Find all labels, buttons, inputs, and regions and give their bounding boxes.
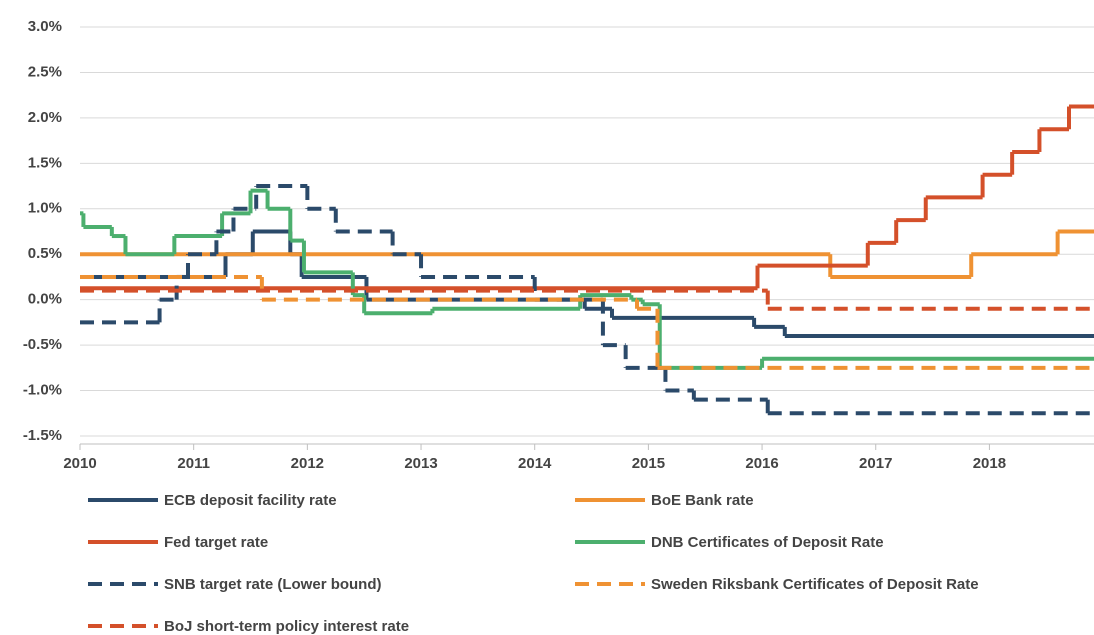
- legend-label: BoJ short-term policy interest rate: [164, 618, 409, 635]
- y-tick-label: 3.0%: [28, 18, 62, 35]
- y-tick-label: -0.5%: [23, 336, 62, 353]
- legend-label: BoE Bank rate: [651, 492, 754, 509]
- y-tick-label: 2.5%: [28, 63, 62, 80]
- y-tick-label: 1.0%: [28, 200, 62, 217]
- y-tick-label: 1.5%: [28, 154, 62, 171]
- y-tick-label: -1.5%: [23, 427, 62, 444]
- x-tick-label: 2016: [745, 455, 778, 472]
- x-tick-label: 2017: [859, 455, 892, 472]
- x-tick-label: 2013: [404, 455, 437, 472]
- legend-label: DNB Certificates of Deposit Rate: [651, 534, 884, 551]
- x-tick-label: 2010: [63, 455, 96, 472]
- legend-label: Sweden Riksbank Certificates of Deposit …: [651, 576, 979, 593]
- y-tick-label: 0.0%: [28, 291, 62, 308]
- y-tick-label: 0.5%: [28, 245, 62, 262]
- legend-label: ECB deposit facility rate: [164, 492, 337, 509]
- x-tick-label: 2014: [518, 455, 552, 472]
- x-tick-label: 2011: [177, 455, 210, 472]
- x-tick-label: 2015: [632, 455, 665, 472]
- x-tick-label: 2012: [291, 455, 324, 472]
- legend-label: SNB target rate (Lower bound): [164, 576, 382, 593]
- x-tick-label: 2018: [973, 455, 1006, 472]
- legend-label: Fed target rate: [164, 534, 268, 551]
- y-tick-label: 2.0%: [28, 109, 62, 126]
- y-tick-label: -1.0%: [23, 382, 62, 399]
